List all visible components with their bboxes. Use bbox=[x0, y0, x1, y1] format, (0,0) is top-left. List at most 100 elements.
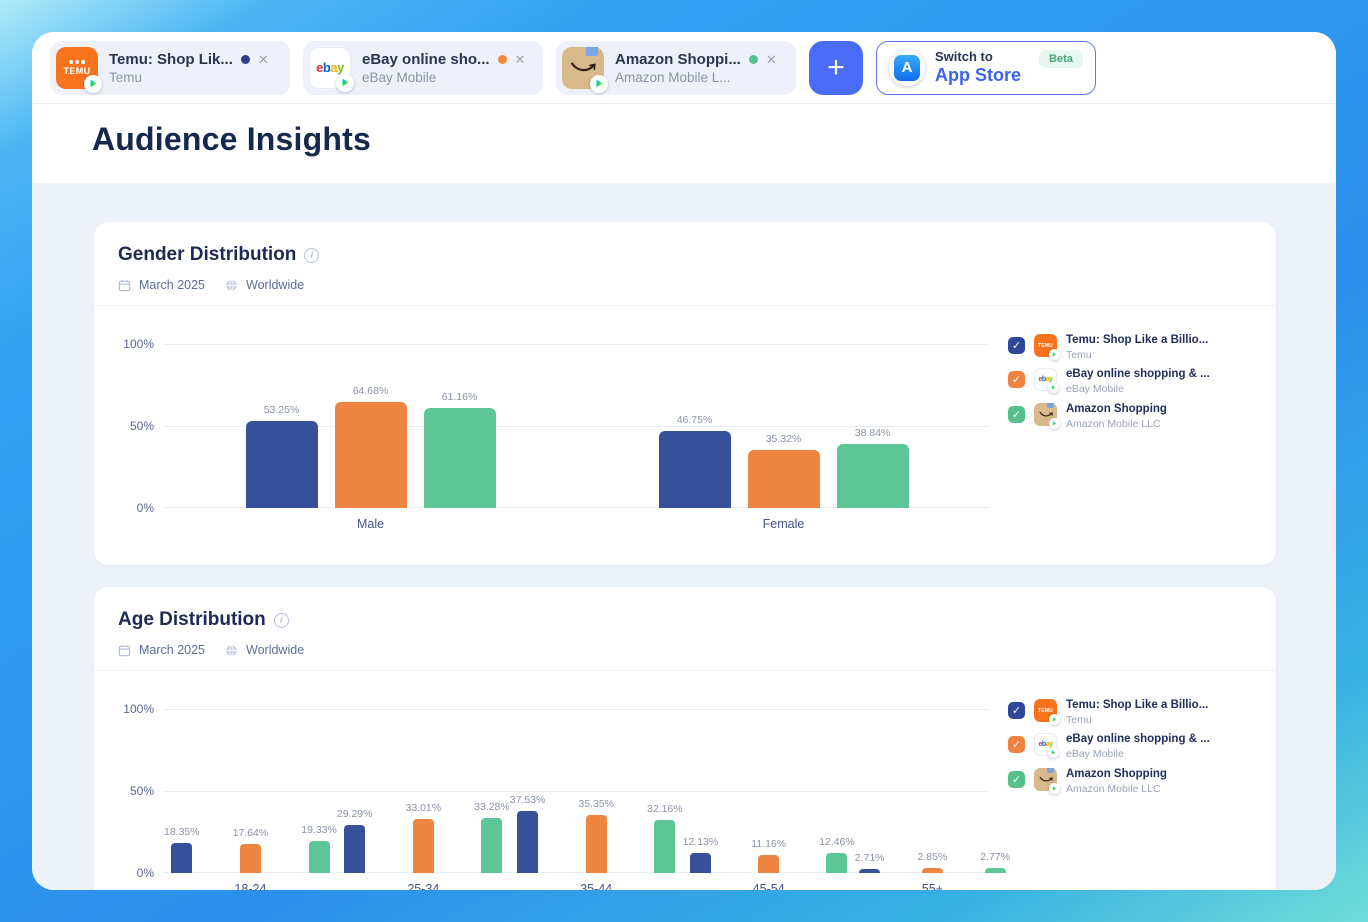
bar-value-label: 18.35% bbox=[164, 825, 200, 838]
y-tick-label: 50% bbox=[129, 784, 154, 798]
bar-value-label: 29.29% bbox=[336, 807, 373, 820]
bar-temu-25-34[interactable] bbox=[344, 824, 366, 873]
switch-store-line1: Switch to bbox=[935, 48, 993, 64]
bar-temu-Male[interactable] bbox=[245, 420, 318, 508]
bar-ebay-Female[interactable] bbox=[747, 450, 820, 508]
beta-badge: Beta bbox=[1039, 49, 1083, 68]
bar-groups: 18.35% 17.64% 19.33% 18-24 29.29% 33.01% 33.28… bbox=[164, 709, 1010, 890]
legend-app-name: Amazon Shopping bbox=[1066, 767, 1167, 780]
amazon-icon-tape bbox=[586, 46, 599, 56]
legend-app-name: eBay online shopping & ... bbox=[1066, 733, 1210, 746]
y-axis: 100% 50% 0% bbox=[118, 337, 164, 515]
bar-ebay-35-44[interactable] bbox=[585, 815, 607, 873]
info-icon[interactable]: i bbox=[304, 247, 320, 263]
bar-group-Female: 46.75% 35.32% 38.84% Female bbox=[658, 414, 909, 531]
bar-group-25-34: 29.29% 33.01% 33.28% 25-34 bbox=[336, 801, 510, 890]
close-tab-icon[interactable]: ✕ bbox=[514, 51, 526, 67]
bar-value-label: 53.25% bbox=[263, 403, 300, 416]
category-label: 25-34 bbox=[407, 882, 440, 890]
legend-item-amazon[interactable]: ✓ Amazon Shopping Amazon Mobile LLC bbox=[1008, 767, 1252, 795]
bar-ebay-45-54[interactable] bbox=[758, 854, 780, 873]
legend-item-amazon[interactable]: ✓ Amazon Shopping Amazon Mobile LLC bbox=[1008, 402, 1252, 430]
series-color-dot bbox=[497, 54, 507, 64]
bar-ebay-18-24[interactable] bbox=[239, 844, 261, 873]
region-label: Worldwide bbox=[246, 643, 305, 657]
plot-area: 18.35% 17.64% 19.33% 18-24 29.29% 33.01% 33.28… bbox=[164, 709, 1010, 890]
bar-temu-35-44[interactable] bbox=[517, 811, 539, 873]
plot-area: 53.25% 64.68% 61.16% Male 46.75% 35.32% 38.84%… bbox=[164, 344, 990, 531]
legend-item-temu[interactable]: ✓ TEMU Temu: Shop Like a Billio... Temu bbox=[1008, 699, 1252, 726]
amazon-smile-icon bbox=[570, 62, 596, 72]
info-icon[interactable]: i bbox=[273, 612, 289, 628]
bar-amazon-55+[interactable] bbox=[984, 868, 1006, 873]
checkbox-checked[interactable]: ✓ bbox=[1008, 702, 1025, 719]
legend-publisher: Temu bbox=[1066, 713, 1092, 726]
tab-ebay[interactable]: ebay eBay online sho... ✕ eBay Mobile bbox=[303, 40, 543, 95]
bar-amazon-35-44[interactable] bbox=[654, 820, 676, 873]
tab-title: Amazon Shoppi... bbox=[615, 50, 741, 68]
tab-text: eBay online sho... ✕ eBay Mobile bbox=[362, 51, 525, 85]
temu-icon-glyphs bbox=[69, 59, 85, 64]
tab-amazon[interactable]: Amazon Shoppi... ✕ Amazon Mobile L... bbox=[556, 40, 796, 95]
google-play-badge-icon bbox=[1048, 747, 1059, 759]
google-play-badge-icon bbox=[1049, 417, 1060, 429]
checkbox-checked[interactable]: ✓ bbox=[1008, 371, 1025, 389]
bar-value-label: 64.68% bbox=[352, 384, 389, 397]
checkbox-checked[interactable]: ✓ bbox=[1008, 736, 1025, 754]
bar-amazon-Male[interactable] bbox=[423, 407, 496, 508]
app-tab-bar: TEMU Temu: Shop Lik... ✕ Temu ebay bbox=[32, 32, 1336, 104]
bar-amazon-25-34[interactable] bbox=[481, 818, 503, 873]
bar-amazon-45-54[interactable] bbox=[826, 852, 848, 873]
date-label: March 2025 bbox=[139, 643, 206, 657]
bar-temu-18-24[interactable] bbox=[171, 842, 193, 873]
bar-value-label: 11.16% bbox=[751, 837, 787, 850]
legend-item-temu[interactable]: ✓ TEMU Temu: Shop Like a Billio... Temu bbox=[1008, 334, 1252, 361]
switch-store-button[interactable]: A Switch to App Store Beta bbox=[876, 40, 1096, 95]
chart-legend: ✓ TEMU Temu: Shop Like a Billio... Temu ✓… bbox=[1008, 699, 1252, 873]
legend-item-ebay[interactable]: ✓ ebay eBay online shopping & ... eBay Mo… bbox=[1008, 368, 1252, 395]
tab-subtitle: Amazon Mobile L... bbox=[615, 69, 731, 85]
chart-legend: ✓ TEMU Temu: Shop Like a Billio... Temu ✓… bbox=[1008, 334, 1252, 508]
card-divider bbox=[94, 670, 1276, 671]
checkbox-checked[interactable]: ✓ bbox=[1008, 770, 1025, 788]
series-color-dot bbox=[240, 54, 250, 64]
bar-value-label: 37.53% bbox=[509, 794, 546, 807]
google-play-badge-icon bbox=[1049, 782, 1060, 794]
legend-app-name: eBay online shopping & ... bbox=[1066, 368, 1210, 381]
bar-ebay-55+[interactable] bbox=[921, 868, 943, 873]
category-label: 45-54 bbox=[752, 882, 785, 890]
checkbox-checked[interactable]: ✓ bbox=[1008, 405, 1025, 423]
add-app-button[interactable]: + bbox=[809, 40, 863, 95]
card-title: Gender Distribution bbox=[118, 244, 297, 265]
temu-icon-label: TEMU bbox=[63, 65, 91, 76]
amazon-app-icon bbox=[562, 46, 608, 93]
tab-temu[interactable]: TEMU Temu: Shop Lik... ✕ Temu bbox=[50, 40, 290, 95]
app-store-icon-wrap: A bbox=[889, 49, 925, 86]
close-tab-icon[interactable]: ✕ bbox=[257, 51, 269, 67]
region-label: Worldwide bbox=[246, 278, 305, 292]
axis-line bbox=[164, 872, 990, 873]
category-label: 18-24 bbox=[234, 882, 267, 890]
bar-ebay-25-34[interactable] bbox=[412, 818, 434, 873]
legend-item-ebay[interactable]: ✓ ebay eBay online shopping & ... eBay Mo… bbox=[1008, 733, 1252, 760]
bar-value-label: 33.28% bbox=[474, 801, 510, 814]
category-label: Male bbox=[356, 517, 385, 531]
card-divider bbox=[94, 305, 1276, 306]
y-tick-label: 100% bbox=[123, 702, 154, 716]
bar-temu-Female[interactable] bbox=[658, 431, 731, 508]
globe-icon bbox=[226, 279, 237, 291]
legend-publisher: Amazon Mobile LLC bbox=[1066, 782, 1161, 795]
bar-amazon-Female[interactable] bbox=[836, 444, 909, 508]
bar-value-label: 38.84% bbox=[854, 427, 891, 440]
ebay-app-icon: ebay bbox=[1034, 733, 1059, 759]
bar-temu-55+[interactable] bbox=[859, 868, 881, 873]
tab-text: Temu: Shop Lik... ✕ Temu bbox=[109, 51, 269, 85]
globe-icon bbox=[226, 644, 237, 656]
amazon-app-icon bbox=[1034, 767, 1060, 794]
bar-amazon-18-24[interactable] bbox=[308, 841, 330, 873]
bar-ebay-Male[interactable] bbox=[334, 401, 407, 508]
bar-temu-45-54[interactable] bbox=[689, 853, 711, 873]
checkbox-checked[interactable]: ✓ bbox=[1008, 337, 1025, 354]
close-tab-icon[interactable]: ✕ bbox=[765, 51, 777, 67]
bar-value-label: 17.64% bbox=[232, 827, 269, 840]
